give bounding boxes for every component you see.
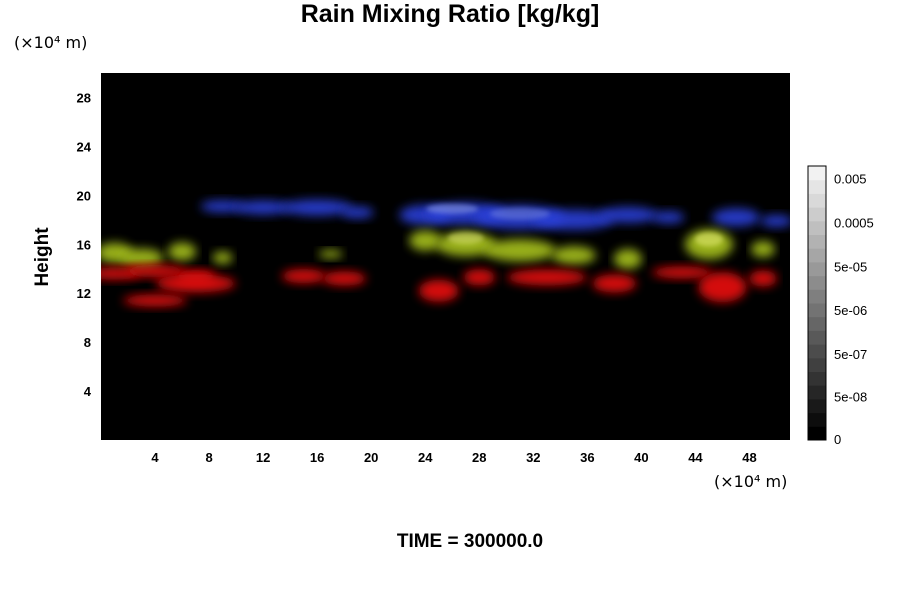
rain-blob [318,250,343,259]
colorbar-level [808,371,826,386]
colorbar-level [808,220,826,235]
x-tick-label: 44 [688,450,703,465]
rain-blob [613,248,642,269]
rain-blob [652,211,685,224]
y-axis-unit: (×10⁴ m) [14,33,88,52]
colorbar-tick-label: 5e-05 [834,259,867,274]
colorbar-level [808,426,826,441]
colorbar-level [808,412,826,427]
colorbar-level [808,357,826,372]
rain-blob [760,215,790,228]
rain-blob [592,274,637,293]
rain-blob [155,274,236,293]
rain-blob [750,241,775,258]
y-tick-label: 8 [84,335,91,350]
rain-blob [506,269,587,286]
x-tick-label: 32 [526,450,540,465]
rain-blob [551,246,596,265]
rain-blob [694,232,723,247]
rain-blob [200,200,245,213]
x-tick-label: 40 [634,450,648,465]
rain-blob [341,206,374,219]
colorbar-level [808,398,826,414]
y-axis-ticks: 4 8 12 16 20 24 28 [77,90,92,399]
rain-blob [282,199,353,216]
rain-blob [212,251,233,264]
colorbar-level [808,385,826,400]
x-tick-label: 36 [580,450,594,465]
colorbar-tick-label: 5e-08 [834,390,867,405]
colorbar-level [808,303,826,318]
rain-blob [489,207,550,220]
colorbar-level [808,289,826,304]
x-tick-label: 28 [472,450,486,465]
colorbar: 0.005 0.0005 5e-05 5e-06 5e-07 5e-08 0 [807,165,874,447]
rain-blob [533,209,614,230]
rain-blob [281,269,326,284]
x-axis-ticks: 4 8 12 16 20 24 28 32 36 40 44 48 [151,450,756,465]
rain-blob [748,270,777,287]
x-axis-unit: (×10⁴ m) [714,472,788,491]
colorbar-level [808,275,826,290]
colorbar-level [808,166,826,181]
y-tick-label: 12 [77,286,91,301]
y-tick-label: 24 [77,139,92,154]
colorbar-level [808,207,826,222]
rain-blob [125,265,186,278]
colorbar-level [808,179,826,194]
colorbar-level [808,344,826,359]
rain-blob [698,272,747,303]
colorbar-level [808,234,826,249]
colorbar-tick-label: 0 [834,432,841,447]
y-tick-label: 20 [77,188,91,203]
rain-blob [597,206,658,223]
x-tick-label: 4 [151,450,159,465]
x-tick-label: 8 [205,450,212,465]
y-tick-label: 28 [77,90,91,105]
rain-blob [483,239,556,262]
colorbar-tick-label: 5e-06 [834,303,867,318]
rain-blob [418,279,459,302]
chart-title: Rain Mixing Ratio [kg/kg] [300,0,600,28]
y-tick-label: 4 [84,384,92,399]
x-tick-label: 16 [310,450,324,465]
rain-blob [123,294,188,307]
colorbar-tick-label: 0.005 [834,172,867,187]
rain-blob [447,232,484,245]
colorbar-level [808,261,826,277]
colorbar-level [808,330,826,345]
rain-blob [463,269,496,286]
x-tick-label: 20 [364,450,378,465]
rain-blob [168,242,197,261]
rain-blob [322,271,367,286]
plot-area [101,73,790,440]
colorbar-tick-label: 5e-07 [834,347,867,362]
rain-blob [409,230,442,251]
rain-blob [119,248,164,267]
colorbar-tick-label: 0.0005 [834,216,874,231]
rain-blob [651,266,712,279]
colorbar-level [808,316,826,331]
rain-blob [235,200,292,215]
colorbar-frame [807,165,827,441]
colorbar-level [808,248,826,263]
colorbar-level [808,193,826,208]
x-tick-label: 12 [256,450,270,465]
x-tick-label: 24 [418,450,433,465]
y-tick-label: 16 [77,237,91,252]
rain-blob [711,208,760,227]
time-label: TIME = 300000.0 [396,531,544,552]
x-tick-label: 48 [742,450,756,465]
rain-blob [426,203,479,214]
rain-field [101,199,790,307]
